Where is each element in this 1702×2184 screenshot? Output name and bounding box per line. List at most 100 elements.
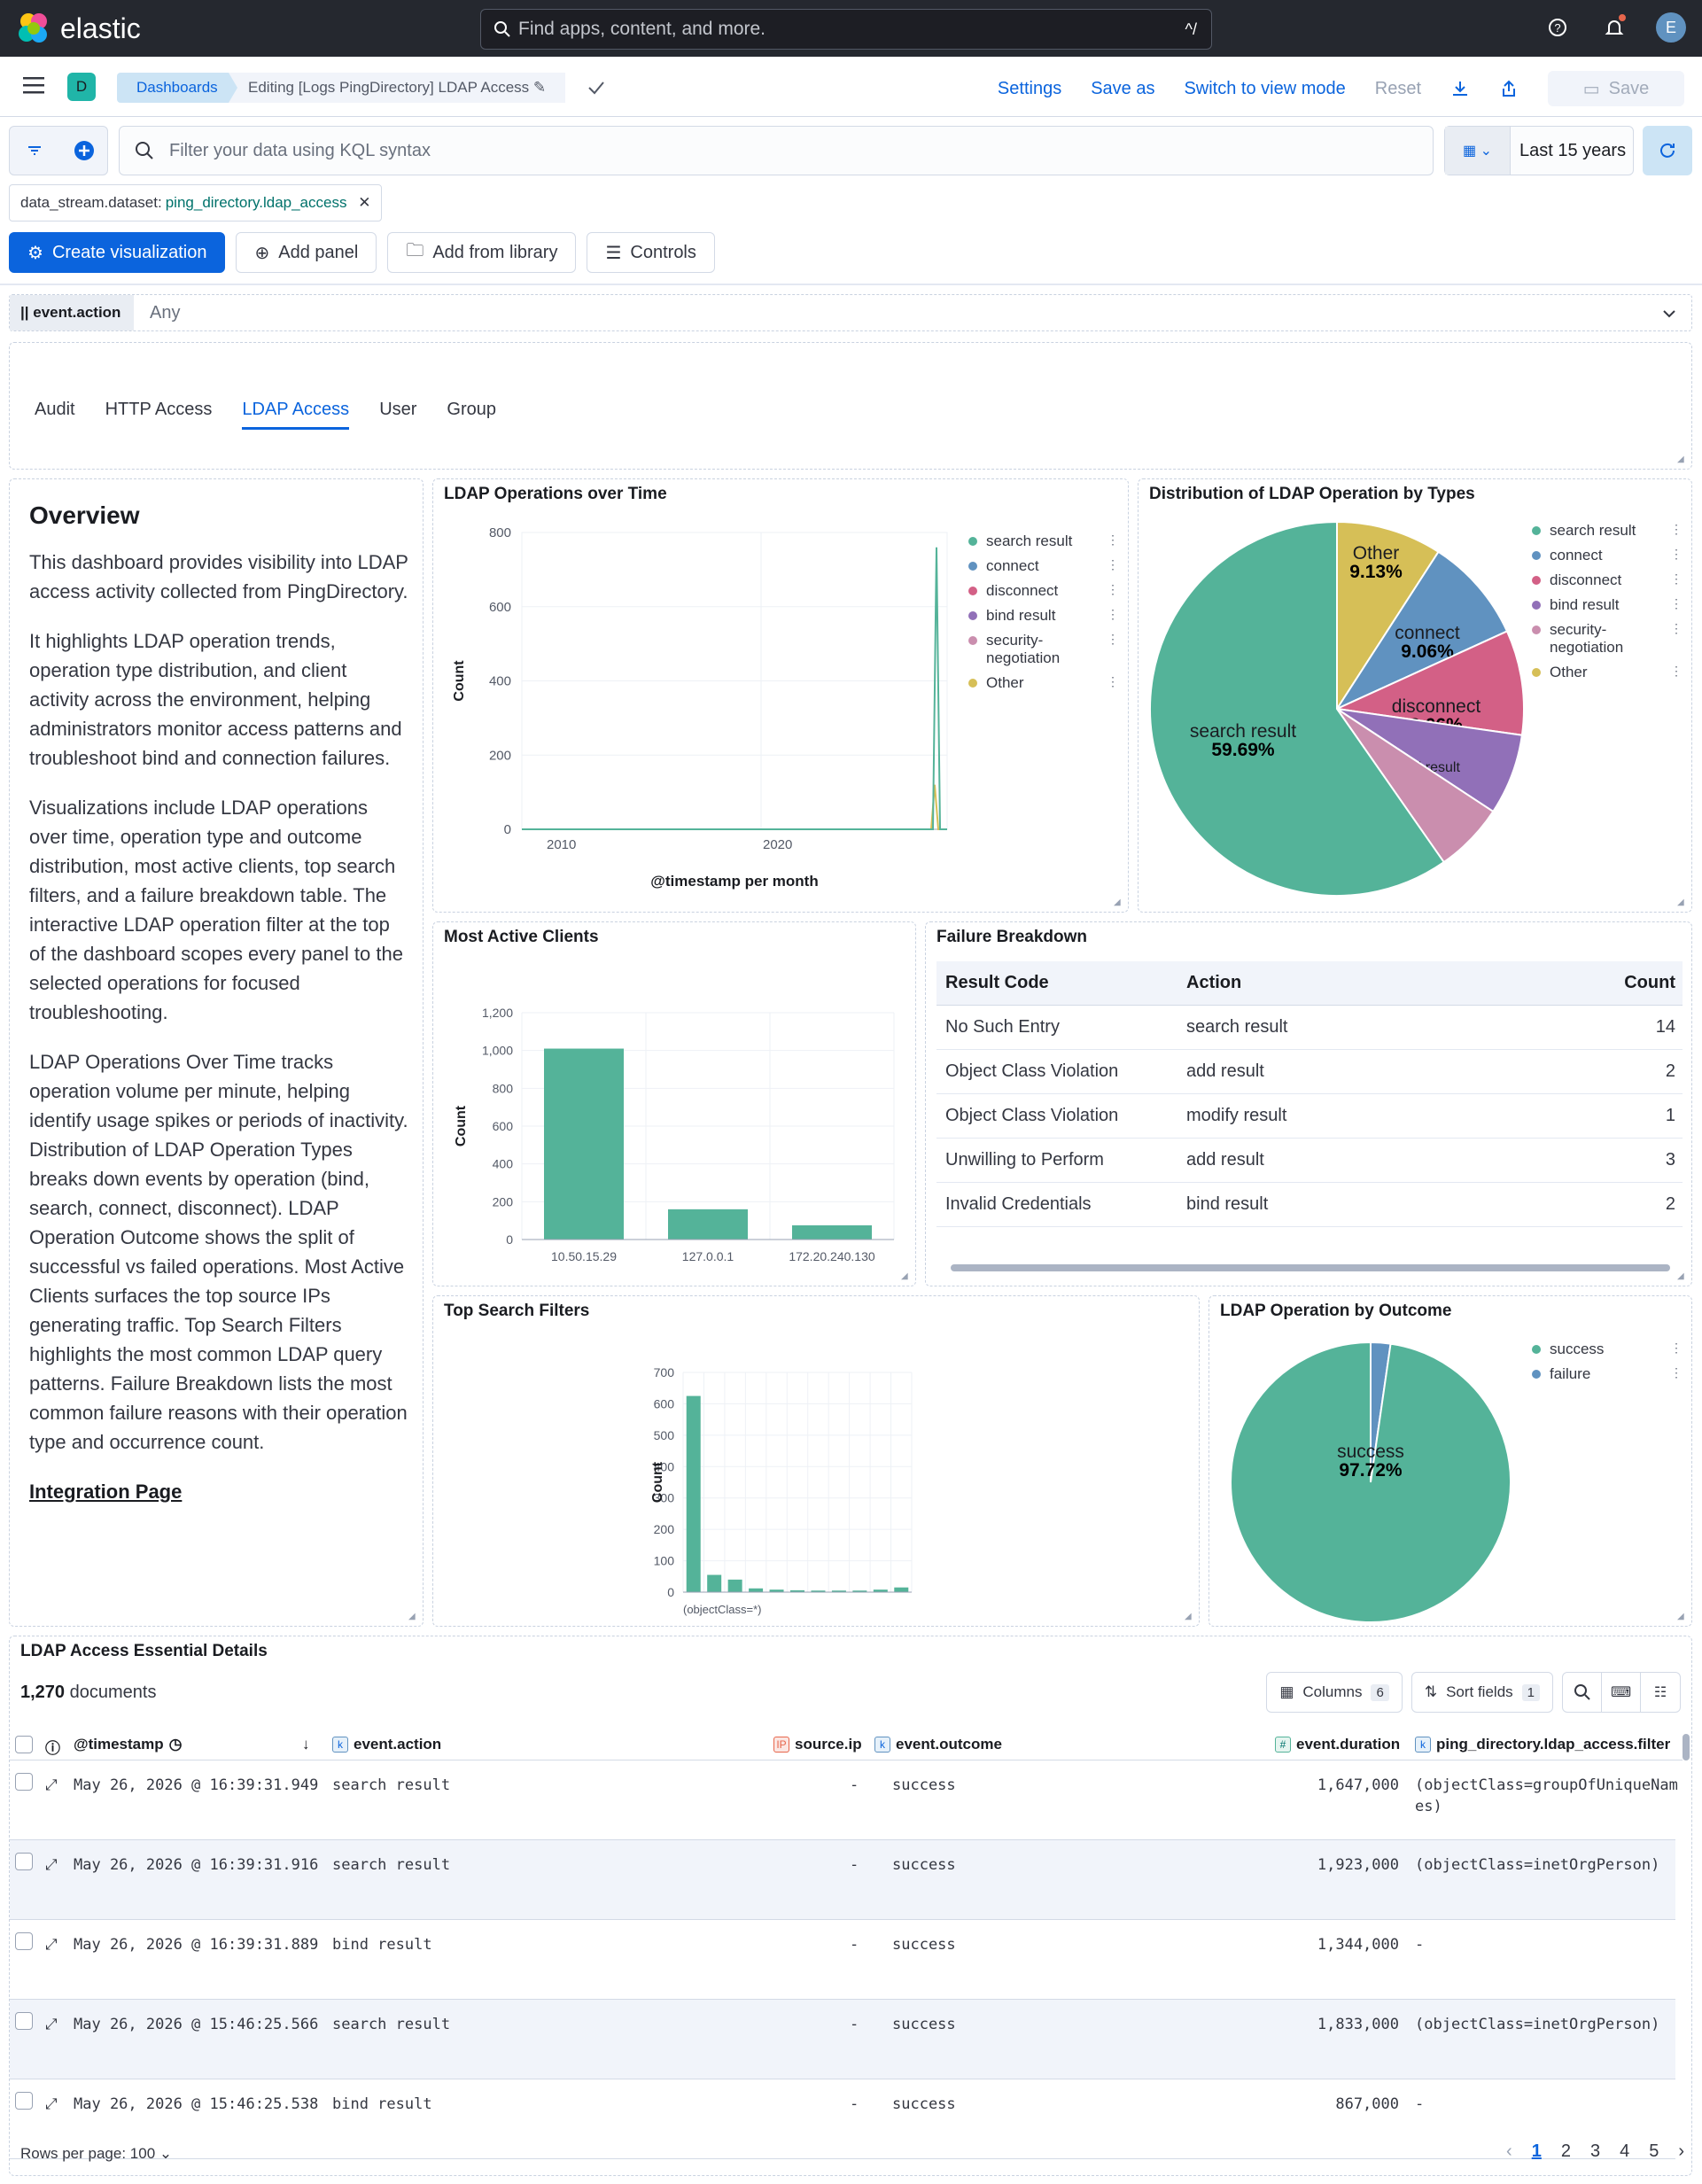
create-visualization-button[interactable]: ⚙ Create visualization: [9, 232, 226, 273]
row-checkbox[interactable]: [15, 2092, 33, 2110]
menu-icon[interactable]: [23, 76, 44, 94]
calendar-icon[interactable]: ▦ ⌄: [1445, 127, 1511, 175]
column-header-result-code[interactable]: Result Code: [945, 973, 1049, 992]
display-settings-icon[interactable]: ☷: [1653, 1685, 1667, 1700]
tab-user[interactable]: User: [379, 400, 417, 419]
reset-link[interactable]: Reset: [1374, 78, 1421, 98]
column-header-count[interactable]: Count: [1624, 973, 1675, 992]
legend-options-icon[interactable]: ⋮: [1107, 674, 1119, 688]
row-checkbox[interactable]: [15, 1853, 33, 1870]
table-row[interactable]: ⤢ May 26, 2026 @ 16:39:31.889 bind result -…: [10, 1920, 1675, 2000]
legend-options-icon[interactable]: ⋮: [1107, 607, 1119, 621]
filter-pill[interactable]: data_stream.dataset: ping_directory.ldap…: [9, 184, 383, 222]
share-icon[interactable]: [1499, 79, 1519, 98]
event-action-control[interactable]: || event.action Any: [9, 294, 1692, 331]
expand-row-icon[interactable]: ⤢: [45, 1856, 58, 1874]
legend-options-icon[interactable]: ⋮: [1670, 621, 1683, 635]
checkmark-icon[interactable]: [587, 78, 606, 97]
tab-ldap-access[interactable]: LDAP Access: [242, 400, 350, 430]
legend-options-icon[interactable]: ⋮: [1107, 557, 1119, 571]
expand-row-icon[interactable]: ⤢: [45, 1776, 58, 1794]
legend-options-icon[interactable]: ⋮: [1107, 582, 1119, 596]
tab-http-access[interactable]: HTTP Access: [105, 400, 213, 419]
column-header-source-ip[interactable]: IP source.ip: [773, 1736, 862, 1753]
filter-menu-icon[interactable]: [10, 127, 59, 175]
save-button[interactable]: ▭ Save: [1548, 71, 1684, 106]
resize-handle[interactable]: ◢: [408, 1612, 416, 1621]
settings-link[interactable]: Settings: [997, 78, 1062, 98]
breadcrumb-dashboards[interactable]: Dashboards: [117, 73, 237, 103]
legend-options-icon[interactable]: ⋮: [1670, 547, 1683, 561]
add-from-library-button[interactable]: 🗀 Add from library: [387, 232, 577, 273]
resize-handle[interactable]: ◢: [1677, 1271, 1684, 1281]
page-link[interactable]: 4: [1620, 2141, 1630, 2161]
previous-page-icon[interactable]: ‹: [1506, 2141, 1512, 2161]
column-header-event-duration[interactable]: # event.duration: [1275, 1736, 1400, 1753]
tab-audit[interactable]: Audit: [35, 400, 75, 419]
resize-handle[interactable]: ◢: [1677, 455, 1684, 464]
row-checkbox[interactable]: [15, 2012, 33, 2030]
sort-arrow-icon[interactable]: ↓: [302, 1736, 310, 1753]
switch-view-mode-link[interactable]: Switch to view mode: [1184, 78, 1346, 98]
legend-item[interactable]: Other ⋮: [1532, 664, 1683, 681]
legend-options-icon[interactable]: ⋮: [1670, 522, 1683, 536]
legend-item[interactable]: success ⋮: [1532, 1341, 1683, 1358]
legend-item[interactable]: security-negotiation ⋮: [1532, 621, 1683, 657]
legend-item[interactable]: bind result ⋮: [1532, 596, 1683, 614]
legend-options-icon[interactable]: ⋮: [1107, 532, 1119, 547]
legend-item[interactable]: Other ⋮: [968, 674, 1119, 692]
legend-options-icon[interactable]: ⋮: [1670, 664, 1683, 678]
user-avatar[interactable]: E: [1656, 12, 1686, 43]
controls-button[interactable]: ☰ Controls: [587, 232, 715, 273]
resize-handle[interactable]: ◢: [1677, 898, 1684, 907]
global-search-input[interactable]: Find apps, content, and more. ^/: [480, 9, 1212, 50]
refresh-button[interactable]: [1643, 126, 1692, 175]
legend-options-icon[interactable]: ⋮: [1670, 1365, 1683, 1380]
columns-button[interactable]: ▦ Columns 6: [1266, 1672, 1403, 1713]
add-filter-icon[interactable]: [59, 127, 109, 175]
scrollbar-thumb[interactable]: [1683, 1734, 1690, 1760]
legend-item[interactable]: connect ⋮: [1532, 547, 1683, 564]
table-row[interactable]: ⤢ May 26, 2026 @ 16:39:31.916 search resul…: [10, 1840, 1675, 1920]
edit-pencil-icon[interactable]: ✎: [532, 79, 547, 96]
search-icon[interactable]: [1563, 1673, 1602, 1712]
legend-item[interactable]: search result ⋮: [968, 532, 1119, 550]
legend-item[interactable]: disconnect ⋮: [968, 582, 1119, 600]
legend-item[interactable]: search result ⋮: [1532, 522, 1683, 540]
resize-handle[interactable]: ◢: [1185, 1612, 1192, 1621]
column-header-action[interactable]: Action: [1186, 973, 1242, 992]
legend-item[interactable]: bind result ⋮: [968, 607, 1119, 625]
keyboard-icon[interactable]: ⌨: [1602, 1673, 1641, 1712]
tab-group[interactable]: Group: [447, 400, 497, 419]
column-header-event-outcome[interactable]: k event.outcome: [874, 1736, 1002, 1753]
vertical-scrollbar[interactable]: [1683, 1722, 1690, 2094]
column-header-filter[interactable]: k ping_directory.ldap_access.filter: [1415, 1736, 1670, 1753]
column-header-timestamp[interactable]: @timestamp ◷: [74, 1736, 182, 1753]
table-row[interactable]: ⤢ May 26, 2026 @ 16:39:31.949 search resul…: [10, 1760, 1678, 1840]
row-checkbox[interactable]: [15, 1773, 33, 1791]
resize-handle[interactable]: ◢: [1677, 1612, 1684, 1621]
expand-row-icon[interactable]: ⤢: [45, 2016, 58, 2033]
sort-fields-button[interactable]: ⇅ Sort fields 1: [1411, 1672, 1553, 1713]
bar-chart[interactable]: 0 200 400 600 800 1,000 1,200 10.50.15.29 127.0.…: [433, 949, 912, 1286]
add-panel-button[interactable]: ⊕ Add panel: [236, 232, 377, 273]
column-header-event-action[interactable]: k event.action: [332, 1736, 441, 1753]
chevron-down-icon[interactable]: [1659, 304, 1679, 323]
expand-row-icon[interactable]: ⤢: [45, 2095, 58, 2113]
date-picker[interactable]: ▦ ⌄ Last 15 years: [1444, 126, 1634, 175]
line-chart[interactable]: 0 200 400 600 800 2010 2020 Count @timestamp per…: [433, 506, 983, 905]
elastic-logo[interactable]: elastic: [16, 11, 141, 46]
legend-options-icon[interactable]: ⋮: [1670, 596, 1683, 610]
table-row[interactable]: ⤢ May 26, 2026 @ 15:46:25.538 bind result -…: [10, 2079, 1675, 2159]
page-link[interactable]: 3: [1589, 2141, 1601, 2161]
integration-page-link[interactable]: Integration Page: [29, 1481, 183, 1503]
legend-options-icon[interactable]: ⋮: [1670, 1341, 1683, 1355]
select-all-checkbox[interactable]: [15, 1736, 33, 1753]
alerts-icon[interactable]: [1599, 12, 1629, 43]
legend-options-icon[interactable]: ⋮: [1107, 632, 1119, 646]
kql-search-input[interactable]: Filter your data using KQL syntax: [119, 126, 1434, 175]
download-icon[interactable]: [1450, 79, 1470, 98]
horizontal-scrollbar[interactable]: [938, 1264, 1683, 1271]
rows-per-page-select[interactable]: Rows per page: 100 ⌄: [20, 2145, 173, 2162]
